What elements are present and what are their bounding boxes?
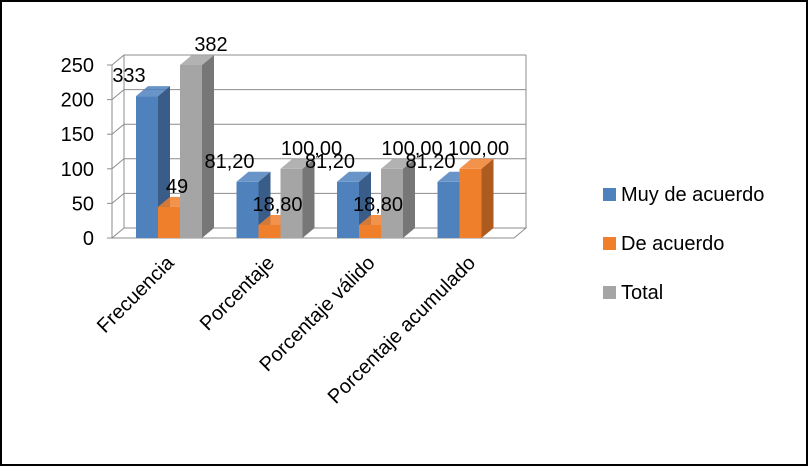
gridline — [111, 54, 526, 66]
data-label: 18,80 — [252, 194, 302, 216]
bar-top — [280, 158, 315, 169]
data-label: 18,80 — [353, 194, 403, 216]
bar-side — [481, 158, 494, 238]
data-label: 100,00 — [381, 138, 442, 160]
bar-top — [381, 158, 415, 169]
data-labels: 3334938281,2018,80100,0081,2018,80100,00… — [112, 34, 509, 216]
data-label: 100,00 — [448, 138, 509, 160]
bar-front — [236, 181, 259, 238]
bar-top — [459, 158, 494, 169]
gridline — [111, 123, 526, 135]
legend-swatch — [603, 237, 616, 250]
data-label: 81,20 — [305, 151, 355, 173]
x-tick-label: Frecuencia — [93, 251, 179, 337]
bar-top — [337, 171, 371, 182]
y-axis-ticks: 0 50 100 150 200 250 — [61, 55, 94, 250]
bar-total — [180, 55, 214, 238]
bar-de-acuerdo — [459, 158, 494, 238]
bars — [136, 55, 494, 238]
bar-front — [437, 181, 460, 238]
y-tick-label: 150 — [61, 124, 94, 146]
data-label: 333 — [112, 65, 145, 87]
legend-label: De acuerdo — [621, 233, 724, 255]
data-label: 81,20 — [204, 151, 254, 173]
bar-top — [236, 171, 271, 182]
y-tick-label: 50 — [72, 193, 94, 215]
y-tick-label: 100 — [61, 159, 94, 181]
bar-front — [280, 168, 303, 238]
bar-top — [136, 86, 170, 97]
data-label: 49 — [166, 176, 188, 198]
bar-front — [359, 224, 381, 238]
bar-front — [337, 181, 359, 238]
bar-side — [302, 158, 315, 238]
data-label: 100,00 — [281, 138, 342, 160]
bar-front — [258, 224, 281, 238]
bar-total — [381, 158, 415, 238]
legend: Muy de acuerdo De acuerdo Total — [603, 184, 764, 304]
bar-front — [381, 168, 403, 238]
bar-side — [202, 55, 214, 238]
bar-total — [280, 158, 315, 238]
legend-swatch — [603, 286, 616, 299]
legend-label: Total — [621, 282, 663, 304]
bar-front — [158, 206, 180, 238]
legend-label: Muy de acuerdo — [621, 184, 764, 206]
x-tick-label: Porcentaje — [196, 252, 279, 335]
bar-front — [180, 65, 202, 238]
data-label: 81,20 — [405, 151, 455, 173]
legend-swatch — [603, 188, 616, 201]
bar-front — [459, 168, 482, 238]
bar-top — [180, 55, 214, 65]
y-tick-label: 0 — [83, 228, 94, 250]
bar-front — [136, 96, 158, 238]
bar-side — [403, 158, 415, 238]
y-tick-label: 250 — [61, 55, 94, 77]
gridline — [111, 89, 526, 100]
y-tick-label: 200 — [61, 90, 94, 112]
data-label: 382 — [194, 34, 227, 56]
